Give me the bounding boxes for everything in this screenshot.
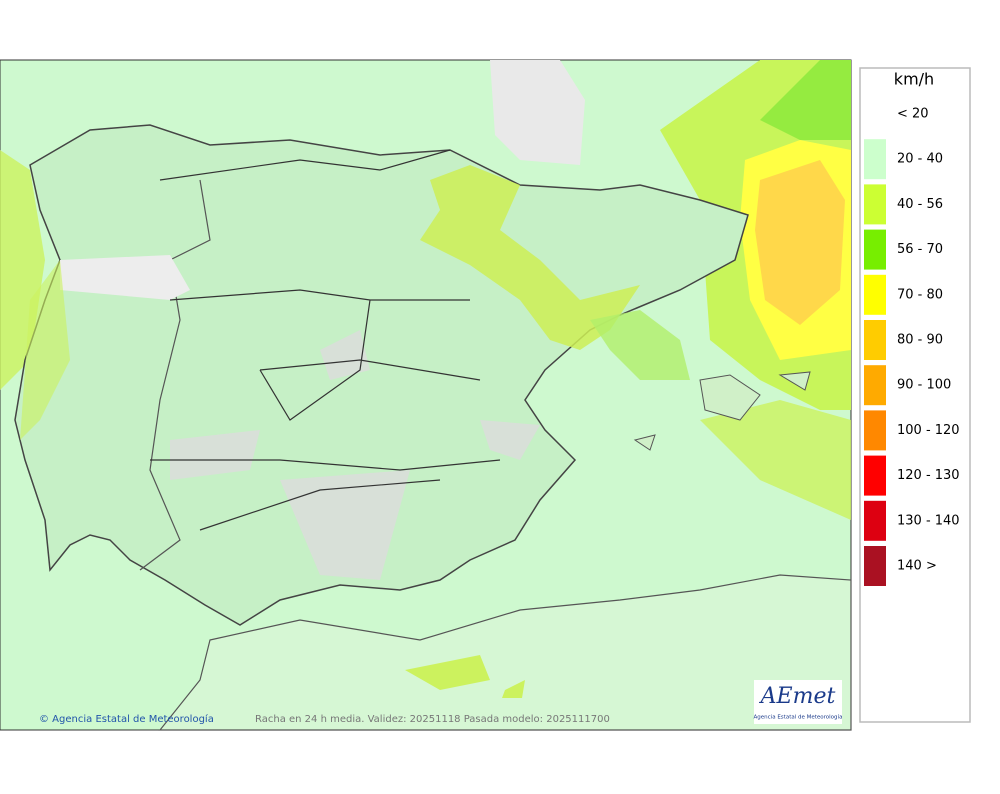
legend-swatch	[864, 184, 886, 225]
region-borders	[150, 149, 501, 531]
low-wind-area	[490, 60, 585, 165]
legend: km/h < 20 20 - 40 40 - 56 56 - 70 70 - 80 80 …	[859, 67, 971, 723]
logo-text: AEmet	[759, 684, 836, 709]
credit: © Agencia Estatal de Meteorología	[39, 713, 214, 725]
legend-label: 100 - 120	[897, 423, 960, 438]
legend-label: < 20	[897, 107, 929, 122]
legend-swatch	[864, 139, 886, 180]
map-caption: Racha en 24 h media. Validez: 20251118 P…	[255, 714, 610, 725]
logo-subtitle: Agencia Estatal de Meteorología	[754, 714, 843, 721]
legend-label: 20 - 40	[897, 152, 943, 167]
legend-swatch	[864, 94, 886, 134]
legend-label: 80 - 90	[897, 333, 943, 348]
legend-swatch	[864, 455, 886, 496]
credit-text: © Agencia Estatal de Meteorología	[39, 713, 214, 725]
balearic-islands	[633, 371, 811, 451]
legend-swatch	[864, 410, 886, 451]
legend-swatch	[864, 274, 886, 315]
legend-swatch	[864, 546, 886, 586]
wind-area	[420, 165, 640, 350]
legend-swatch	[864, 500, 886, 541]
legend-swatch	[864, 229, 886, 270]
low-wind-area	[60, 255, 190, 300]
wind-area	[20, 260, 70, 440]
legend-swatch	[864, 320, 886, 360]
wind-area	[700, 400, 851, 520]
legend-label: 120 - 130	[897, 468, 960, 483]
wind-area	[405, 655, 525, 698]
legend-label: 130 - 140	[897, 513, 960, 528]
legend-title: km/h	[894, 70, 934, 89]
map: © Agencia Estatal de Meteorología Racha …	[0, 59, 852, 731]
legend-label: 70 - 80	[897, 287, 943, 302]
legend-label: 90 - 100	[897, 378, 951, 393]
wind-area	[755, 160, 845, 325]
portugal-border	[139, 179, 211, 571]
wind-area	[590, 310, 690, 380]
relief	[170, 330, 540, 580]
africa-coast	[158, 574, 852, 731]
legend-label: 140 >	[897, 559, 937, 574]
logo: AEmet Agencia Estatal de Meteorología	[754, 680, 843, 724]
wind-area	[760, 60, 851, 140]
logo-box	[754, 680, 842, 724]
legend-label: 40 - 56	[897, 197, 943, 212]
legend-label: 56 - 70	[897, 242, 943, 257]
legend-swatch	[864, 365, 886, 406]
